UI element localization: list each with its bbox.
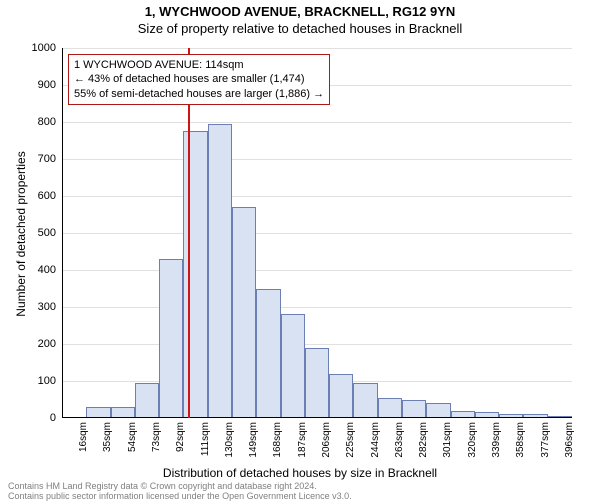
x-tick-label: 168sqm: [272, 422, 283, 458]
histogram-bar: [353, 383, 377, 418]
y-tick-label: 0: [50, 412, 56, 424]
histogram-bar: [183, 131, 207, 418]
histogram-bar: [135, 383, 159, 418]
x-tick-label: 130sqm: [224, 422, 235, 458]
x-tick-label: 263sqm: [394, 422, 405, 458]
y-tick-label: 300: [38, 301, 56, 313]
histogram-bar: [232, 207, 256, 418]
x-axis-line: [62, 417, 572, 418]
x-tick-label: 244sqm: [370, 422, 381, 458]
grid-line: [62, 196, 572, 197]
x-axis-title: Distribution of detached houses by size …: [163, 466, 437, 480]
y-tick-label: 800: [38, 116, 56, 128]
page-title: 1, WYCHWOOD AVENUE, BRACKNELL, RG12 9YN: [0, 4, 600, 19]
histogram-bar: [159, 259, 183, 418]
y-axis-title: Number of detached properties: [14, 151, 28, 316]
grid-line: [62, 122, 572, 123]
y-tick-label: 600: [38, 190, 56, 202]
x-tick-label: 35sqm: [102, 422, 113, 452]
x-tick-label: 16sqm: [78, 422, 89, 452]
histogram-bar: [329, 374, 353, 418]
grid-line: [62, 233, 572, 234]
info-box-line: ← 43% of detached houses are smaller (1,…: [74, 72, 324, 86]
histogram-bar: [378, 398, 402, 418]
y-tick-label: 100: [38, 375, 56, 387]
x-tick-label: 358sqm: [515, 422, 526, 458]
x-tick-label: 301sqm: [442, 422, 453, 458]
y-tick-label: 500: [38, 227, 56, 239]
x-tick-label: 225sqm: [345, 422, 356, 458]
histogram-bar: [208, 124, 232, 418]
footer-attribution: Contains HM Land Registry data © Crown c…: [8, 482, 352, 502]
x-tick-label: 149sqm: [248, 422, 259, 458]
grid-line: [62, 344, 572, 345]
x-tick-label: 54sqm: [127, 422, 138, 452]
x-tick-label: 377sqm: [540, 422, 551, 458]
x-tick-label: 111sqm: [200, 422, 211, 456]
page-subtitle: Size of property relative to detached ho…: [0, 21, 600, 36]
x-tick-label: 206sqm: [321, 422, 332, 458]
grid-line: [62, 48, 572, 49]
x-tick-label: 320sqm: [467, 422, 478, 458]
y-tick-label: 1000: [32, 42, 56, 54]
info-box-line: 1 WYCHWOOD AVENUE: 114sqm: [74, 58, 324, 72]
x-tick-label: 339sqm: [491, 422, 502, 458]
y-tick-label: 700: [38, 153, 56, 165]
x-tick-label: 396sqm: [564, 422, 575, 458]
footer-line-2: Contains public sector information licen…: [8, 492, 352, 502]
grid-line: [62, 307, 572, 308]
x-tick-label: 73sqm: [151, 422, 162, 452]
x-tick-label: 187sqm: [297, 422, 308, 458]
y-tick-label: 200: [38, 338, 56, 350]
histogram-plot: 0100200300400500600700800900100016sqm35s…: [62, 48, 572, 418]
y-axis-line: [62, 48, 63, 418]
y-tick-label: 400: [38, 264, 56, 276]
x-tick-label: 92sqm: [175, 422, 186, 452]
histogram-bar: [281, 314, 305, 418]
y-tick-label: 900: [38, 79, 56, 91]
histogram-bar: [305, 348, 329, 418]
x-tick-label: 282sqm: [418, 422, 429, 458]
histogram-bar: [426, 403, 450, 418]
grid-line: [62, 270, 572, 271]
info-box-line: 55% of semi-detached houses are larger (…: [74, 87, 324, 101]
histogram-bar: [256, 289, 280, 419]
property-info-box: 1 WYCHWOOD AVENUE: 114sqm← 43% of detach…: [68, 54, 330, 105]
grid-line: [62, 159, 572, 160]
histogram-bar: [402, 400, 426, 419]
